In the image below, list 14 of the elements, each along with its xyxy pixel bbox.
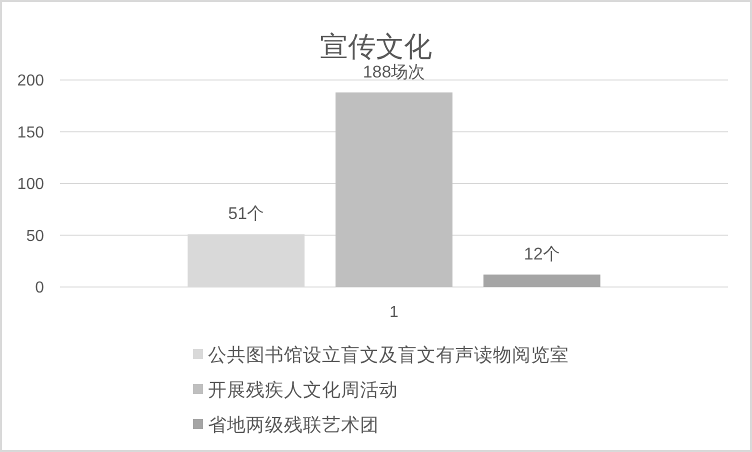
y-tick-label: 50 <box>26 228 44 245</box>
data-label: 12个 <box>524 244 560 264</box>
legend-label: 公共图书馆设立盲文及盲文有声读物阅览室 <box>208 344 569 365</box>
data-label: 188场次 <box>362 62 426 82</box>
title: 宣传文化 <box>320 31 432 62</box>
data-label: 51个 <box>228 204 264 224</box>
y-tick-label: 0 <box>35 280 44 296</box>
legend-label: 省地两级残联艺术团 <box>208 414 379 435</box>
y-tick-label: 150 <box>17 124 44 142</box>
legend: 公共图书馆设立盲文及盲文有声读物阅览室 开展残疾人文化周活动 省地两级残联艺术团 <box>193 344 569 435</box>
y-tick-label: 200 <box>17 72 44 90</box>
legend-label: 开展残疾人文化周活动 <box>208 379 398 400</box>
x-tick-label: 1 <box>390 304 399 321</box>
y-tick-label: 100 <box>17 176 44 193</box>
